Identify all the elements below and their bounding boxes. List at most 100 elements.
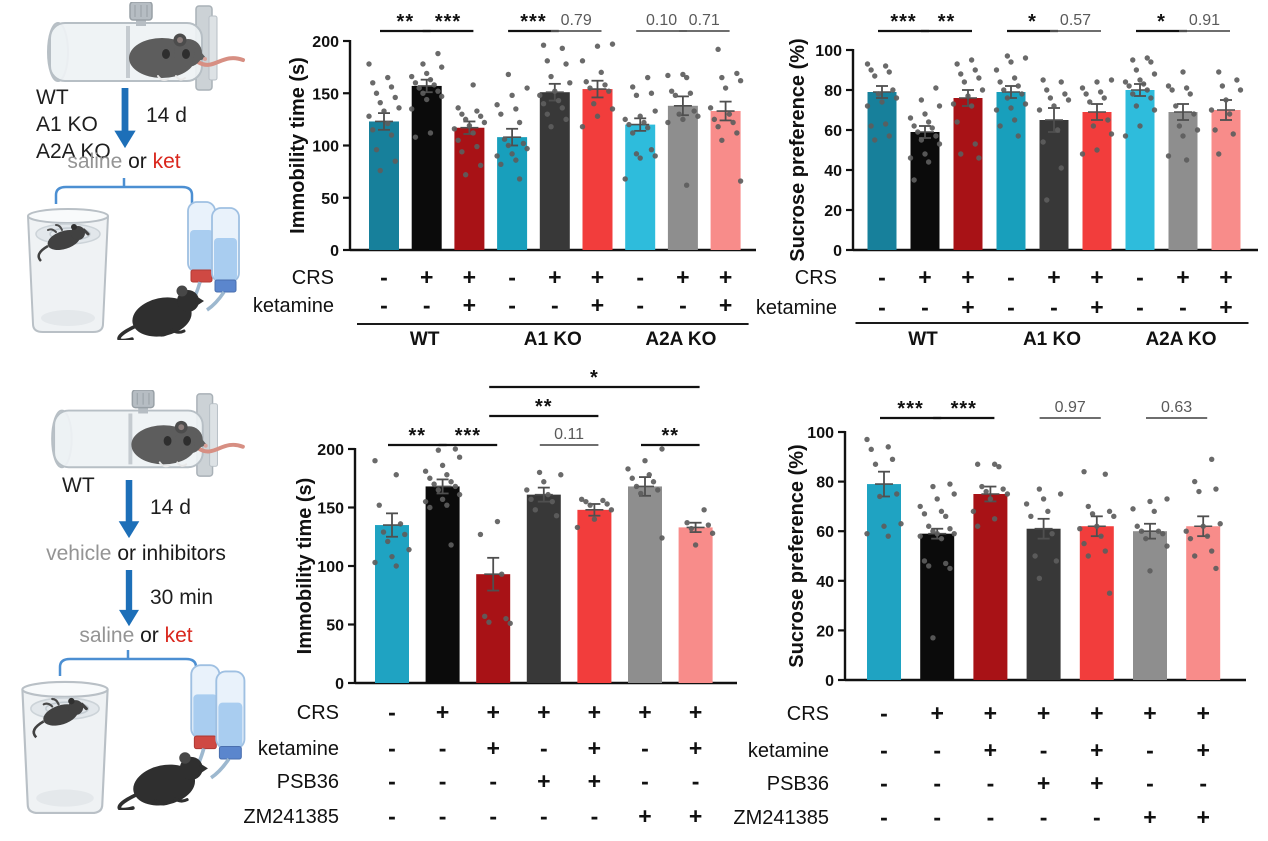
data-point	[688, 525, 695, 532]
data-point	[626, 121, 632, 128]
data-point	[482, 613, 488, 620]
data-point	[420, 61, 426, 67]
data-point	[979, 483, 985, 490]
data-point	[456, 491, 463, 498]
data-point	[393, 563, 399, 569]
bar	[1079, 526, 1114, 680]
data-point	[1212, 127, 1218, 133]
treatment-mark: -	[1040, 804, 1048, 830]
data-point	[680, 71, 686, 78]
sucrose-bottles-illustration	[112, 660, 258, 810]
data-point	[373, 90, 380, 96]
data-point	[630, 84, 636, 90]
data-point	[1217, 521, 1223, 527]
schematic-top-panel: WT A1 KO A2A KO 14 d saline or ket	[0, 0, 280, 360]
treatment-row-label: ZM241385	[733, 807, 829, 829]
data-point	[974, 523, 981, 529]
bar	[375, 525, 409, 683]
data-point	[1040, 139, 1046, 145]
data-point	[1137, 77, 1143, 83]
data-point	[486, 619, 492, 625]
data-point	[1164, 543, 1170, 549]
treatment-mark: +	[1090, 294, 1103, 320]
y-tick-label: 40	[816, 574, 834, 591]
data-point	[412, 80, 419, 86]
duration-label: 14 d	[146, 104, 187, 127]
treatment-row-label: CRS	[292, 267, 334, 289]
treatment-mark: +	[930, 700, 943, 726]
data-point	[563, 61, 569, 67]
data-point	[868, 67, 874, 73]
data-point	[868, 446, 874, 453]
data-point	[637, 155, 643, 161]
data-point	[1144, 55, 1150, 61]
y-tick-label: 0	[833, 243, 842, 260]
data-point	[1108, 77, 1115, 83]
data-point	[370, 127, 376, 133]
treatment-mark: -	[1093, 804, 1101, 830]
data-point	[655, 487, 661, 493]
treatment-mark: -	[636, 292, 644, 318]
data-point	[541, 479, 547, 485]
data-point	[672, 92, 679, 99]
y-tick-label: 50	[326, 618, 344, 635]
y-tick-label: 150	[317, 501, 344, 518]
data-point	[1194, 127, 1201, 133]
data-point	[996, 464, 1002, 470]
treatment-mark: +	[689, 803, 702, 829]
data-point	[934, 530, 940, 537]
sig-label: ***	[951, 398, 977, 420]
data-point	[1015, 133, 1021, 139]
data-point	[1065, 97, 1072, 103]
data-point	[389, 553, 395, 560]
data-point	[435, 50, 441, 57]
data-point	[894, 491, 900, 497]
treatment-mark: +	[1090, 264, 1103, 290]
treatment-mark: +	[689, 735, 702, 761]
data-point	[938, 535, 945, 542]
data-point	[412, 134, 419, 140]
treatment-mark: +	[591, 264, 604, 290]
data-point	[1111, 513, 1117, 520]
label-part: ket	[164, 624, 193, 647]
data-point	[864, 436, 870, 443]
y-axis-label: Sucrose preference (%)	[787, 38, 809, 261]
treatment-mark: -	[679, 292, 687, 318]
treatment-mark: +	[1176, 264, 1189, 290]
data-point	[393, 472, 399, 478]
y-tick-label: 20	[816, 623, 834, 640]
treatment-mark: -	[508, 292, 516, 318]
data-point	[435, 447, 442, 453]
treatment-row-label: ketamine	[258, 738, 339, 760]
schematic-bottom-panel: WT 14 d vehicle or inhibitors 30 min sal…	[0, 360, 280, 841]
data-point	[424, 96, 430, 103]
data-point	[503, 615, 509, 622]
data-point	[890, 87, 896, 93]
data-point	[922, 151, 928, 157]
data-point	[1230, 131, 1236, 137]
data-point	[1140, 81, 1147, 87]
data-point	[385, 120, 391, 127]
data-point	[1019, 91, 1025, 97]
data-point	[602, 82, 608, 88]
data-point	[372, 559, 378, 566]
data-point	[416, 85, 422, 91]
data-point	[470, 130, 476, 136]
treatment-mark: +	[1090, 770, 1103, 796]
data-point	[377, 99, 383, 106]
data-point	[1226, 111, 1233, 117]
data-point	[972, 67, 978, 73]
data-point	[1105, 117, 1111, 123]
data-point	[730, 119, 736, 126]
down-arrow-icon	[116, 480, 142, 540]
data-point	[881, 523, 887, 529]
data-point	[455, 105, 461, 111]
data-point	[652, 153, 658, 159]
data-point	[474, 143, 480, 150]
data-point	[1213, 565, 1219, 572]
treatment-mark: +	[984, 737, 997, 763]
bar	[577, 509, 612, 683]
sig-label: **	[397, 11, 415, 33]
sig-label: 0.11	[554, 426, 584, 443]
